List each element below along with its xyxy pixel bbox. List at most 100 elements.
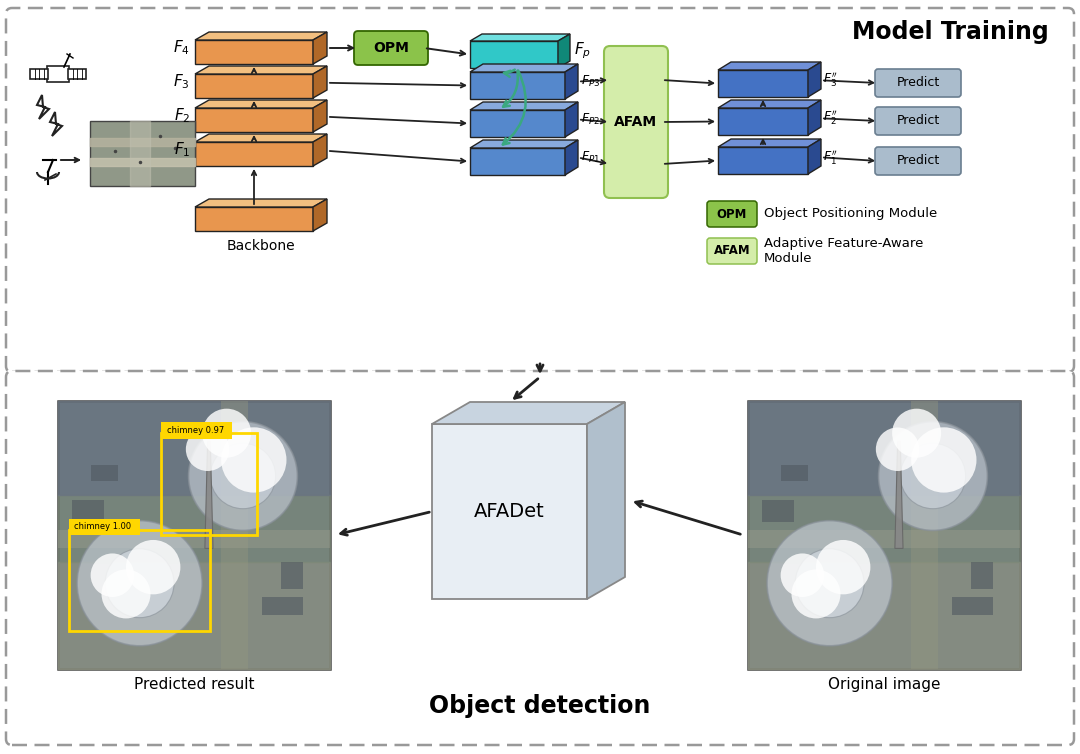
FancyBboxPatch shape [707,238,757,264]
FancyBboxPatch shape [951,596,993,615]
Polygon shape [565,140,578,175]
Circle shape [876,428,919,471]
Text: $F_{P1}$: $F_{P1}$ [581,150,600,165]
FancyBboxPatch shape [262,596,302,615]
Circle shape [91,553,134,597]
FancyBboxPatch shape [781,465,808,481]
FancyBboxPatch shape [161,422,232,439]
Polygon shape [748,529,1020,548]
FancyBboxPatch shape [354,31,428,65]
Text: $F_3''$: $F_3''$ [823,71,838,88]
Circle shape [912,428,976,492]
Circle shape [878,421,987,531]
Polygon shape [313,66,327,98]
Text: chimney 1.00: chimney 1.00 [75,523,132,532]
Circle shape [795,549,864,618]
Polygon shape [470,102,578,110]
Text: Adaptive Feature-Aware
Module: Adaptive Feature-Aware Module [764,237,923,265]
Polygon shape [895,441,903,548]
Polygon shape [205,441,213,548]
Circle shape [202,409,252,458]
Text: Predicted result: Predicted result [134,677,254,692]
Text: AFAM: AFAM [714,244,751,258]
Circle shape [186,428,229,471]
Circle shape [792,569,840,618]
Circle shape [102,569,150,618]
Polygon shape [313,32,327,64]
Polygon shape [912,401,939,669]
FancyBboxPatch shape [875,107,961,135]
Polygon shape [68,69,86,79]
Text: chimney 0.97: chimney 0.97 [166,426,224,435]
Text: $F_1$: $F_1$ [174,141,190,159]
Circle shape [211,443,275,509]
FancyBboxPatch shape [707,201,757,227]
Polygon shape [30,69,48,79]
FancyBboxPatch shape [91,465,118,481]
Circle shape [77,521,202,645]
Polygon shape [432,402,625,424]
Polygon shape [195,66,327,74]
FancyBboxPatch shape [69,519,139,535]
Polygon shape [470,72,565,99]
Text: $F_p$: $F_p$ [573,41,591,61]
FancyBboxPatch shape [971,562,993,589]
Polygon shape [470,34,570,41]
Circle shape [892,409,941,458]
Polygon shape [565,64,578,99]
Text: AFAM: AFAM [615,115,658,129]
Polygon shape [565,102,578,137]
Polygon shape [808,139,821,174]
Text: OPM: OPM [717,207,747,220]
Text: $F_{P3}$: $F_{P3}$ [581,74,600,89]
Polygon shape [718,70,808,97]
Text: Predict: Predict [896,115,940,127]
Circle shape [901,443,966,509]
FancyBboxPatch shape [90,121,195,186]
Polygon shape [221,401,248,669]
Polygon shape [195,100,327,108]
Polygon shape [470,41,558,68]
FancyBboxPatch shape [875,147,961,175]
Polygon shape [432,424,588,599]
Text: Object Positioning Module: Object Positioning Module [764,207,937,220]
Circle shape [221,428,286,492]
Polygon shape [313,100,327,132]
FancyBboxPatch shape [6,8,1074,372]
Polygon shape [195,74,313,98]
Circle shape [781,553,824,597]
FancyBboxPatch shape [761,500,794,522]
Text: $F_2''$: $F_2''$ [823,109,838,127]
Text: Original image: Original image [827,677,941,692]
Text: $F_2$: $F_2$ [174,106,190,125]
Text: OPM: OPM [373,41,409,55]
Polygon shape [470,64,578,72]
Text: $F_{P2}$: $F_{P2}$ [581,112,600,127]
FancyBboxPatch shape [748,401,1020,669]
Polygon shape [588,402,625,599]
Polygon shape [195,40,313,64]
Polygon shape [718,147,808,174]
FancyBboxPatch shape [281,562,302,589]
Polygon shape [718,108,808,135]
Circle shape [816,540,870,594]
Polygon shape [558,34,570,68]
Polygon shape [195,32,327,40]
Circle shape [105,549,174,618]
FancyBboxPatch shape [58,401,330,669]
Polygon shape [195,108,313,132]
Text: AFADet: AFADet [474,502,545,521]
Polygon shape [718,62,821,70]
Text: Predict: Predict [896,155,940,167]
Text: Object detection: Object detection [430,694,650,718]
Circle shape [767,521,892,645]
Polygon shape [808,62,821,97]
Polygon shape [58,529,330,548]
Circle shape [126,540,180,594]
Polygon shape [470,140,578,148]
Text: Model Training: Model Training [852,20,1049,44]
Text: Backbone: Backbone [227,239,295,253]
Polygon shape [313,134,327,166]
Polygon shape [195,207,313,231]
Polygon shape [470,148,565,175]
